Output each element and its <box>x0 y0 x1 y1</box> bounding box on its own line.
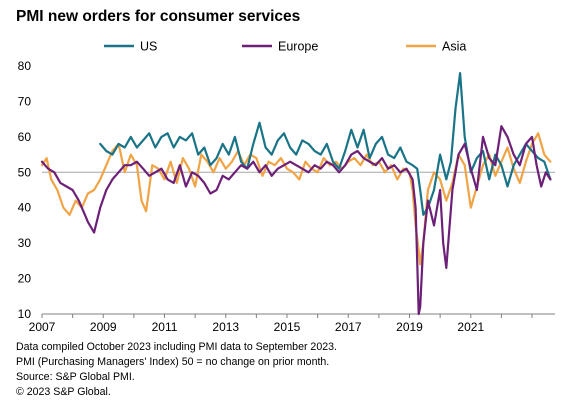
x-tick-label: 2011 <box>152 320 178 334</box>
x-axis-ticks: 2007 2009 2011 2013 2015 2017 2019 2021 <box>29 313 555 334</box>
footnote-source: Source: S&P Global PMI. <box>16 371 135 383</box>
footnotes: Data compiled October 2023 including PMI… <box>16 340 337 400</box>
footnote-copyright: © 2023 S&P Global. <box>16 386 111 398</box>
y-tick-label: 10 <box>18 307 32 321</box>
legend: US Europe Asia <box>104 40 466 54</box>
x-tick-label: 2021 <box>457 320 484 334</box>
plot-area <box>40 71 555 316</box>
series-line-europe <box>40 125 552 316</box>
series-line-us <box>99 71 552 216</box>
footnote-data-compiled: Data compiled October 2023 including PMI… <box>16 341 337 353</box>
y-tick-label: 80 <box>18 59 32 73</box>
x-tick-label: 2007 <box>29 320 56 334</box>
footnote-pmi-definition: PMI (Purchasing Managers' Index) 50 = no… <box>16 356 330 368</box>
y-tick-label: 30 <box>18 236 32 250</box>
x-tick-label: 2017 <box>335 320 362 334</box>
series-line-asia <box>40 132 552 266</box>
y-tick-label: 50 <box>18 165 32 179</box>
x-tick-label: 2009 <box>90 320 117 334</box>
y-axis-ticks: 10 20 30 40 50 60 70 80 <box>18 59 32 321</box>
chart-title: PMI new orders for consumer services <box>16 8 301 25</box>
x-tick-label: 2015 <box>274 320 301 334</box>
y-tick-label: 20 <box>18 272 32 286</box>
x-tick-label: 2019 <box>396 320 423 334</box>
legend-label-europe: Europe <box>278 40 318 54</box>
x-tick-label: 2013 <box>212 320 239 334</box>
y-tick-label: 40 <box>18 201 32 215</box>
y-tick-label: 70 <box>18 94 32 108</box>
legend-label-us: US <box>140 40 157 54</box>
y-tick-label: 60 <box>18 130 32 144</box>
legend-label-asia: Asia <box>442 40 466 54</box>
